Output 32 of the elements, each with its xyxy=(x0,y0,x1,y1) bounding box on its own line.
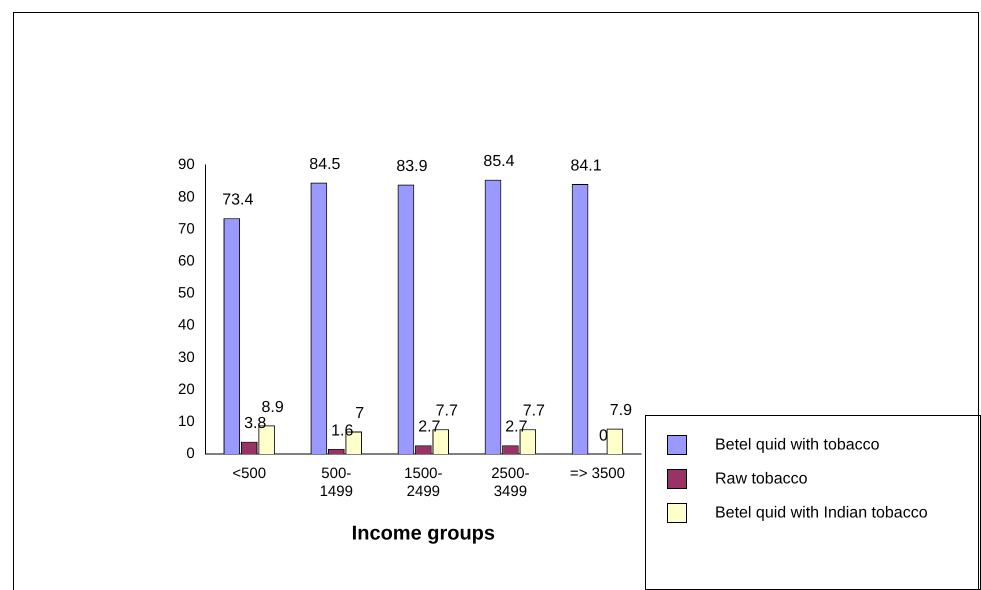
x-tick-label: => 3500 xyxy=(570,465,625,482)
y-tick-label: 90 xyxy=(178,156,195,174)
y-tick-label: 50 xyxy=(178,284,195,302)
data-label: 8.9 xyxy=(262,398,284,416)
data-label: 84.1 xyxy=(570,157,602,174)
data-label: 83.9 xyxy=(396,158,428,175)
y-tick-label: 30 xyxy=(178,348,195,366)
x-tick-label: <500 xyxy=(232,465,266,482)
x-tick-label: 1500-2499 xyxy=(404,465,443,500)
y-tick-label: 60 xyxy=(178,252,195,270)
data-label: 85.4 xyxy=(483,153,515,170)
y-tick-label: 70 xyxy=(178,220,195,238)
y-tick-label: 10 xyxy=(178,413,195,430)
data-label: 2.7 xyxy=(418,418,441,436)
y-tick-label: 0 xyxy=(186,445,195,462)
data-label: 73.4 xyxy=(222,192,254,209)
data-label: 84.5 xyxy=(309,156,341,174)
legend-label: Betel quid with Indian tobacco xyxy=(715,504,928,522)
legend-label: Raw tobacco xyxy=(715,470,808,488)
data-label: 7.7 xyxy=(436,402,458,420)
data-label: 7.7 xyxy=(522,402,546,420)
x-axis-title: Income groups xyxy=(352,522,496,545)
data-label: 7.9 xyxy=(610,402,632,420)
data-label: 2.7 xyxy=(505,418,528,436)
data-label: 3.8 xyxy=(244,415,266,432)
legend-label: Betel quid with tobacco xyxy=(715,436,880,454)
y-tick-label: 40 xyxy=(178,316,195,334)
y-tick-label: 20 xyxy=(178,380,195,398)
y-tick-label: 80 xyxy=(178,188,195,206)
data-label: 7 xyxy=(355,404,364,422)
x-tick-label: 500-1499 xyxy=(320,465,353,500)
x-tick-label: 2500-3499 xyxy=(491,465,530,500)
